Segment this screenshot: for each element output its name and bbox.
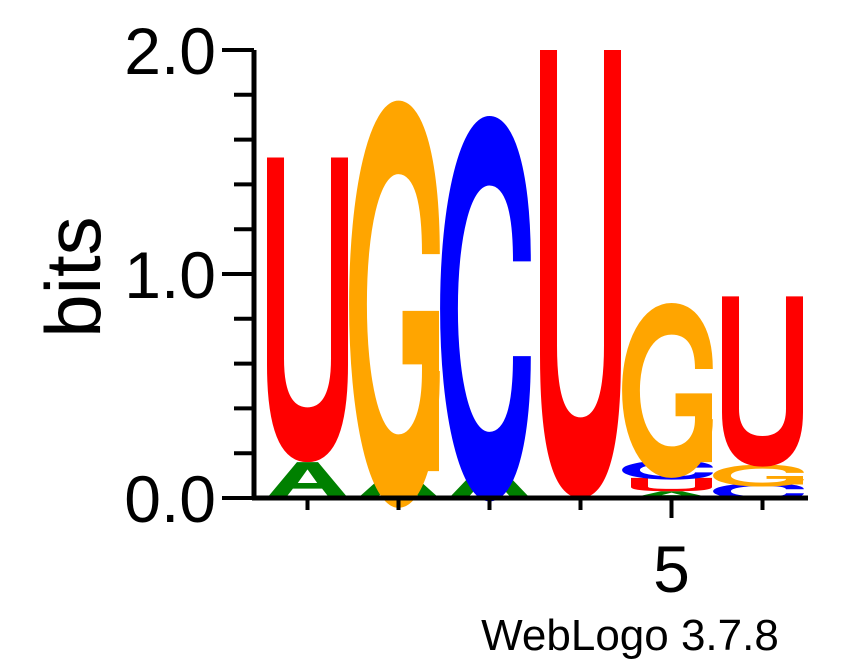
y-tick-label: 2.0 — [124, 14, 216, 88]
y-tick-label: 1.0 — [124, 238, 216, 312]
letter-G-pos-5 — [622, 303, 713, 478]
weblogo-credit: WebLogo 3.7.8 — [481, 611, 779, 660]
letter-G-pos-6 — [713, 464, 804, 487]
letter-U-pos-1 — [267, 157, 348, 463]
letter-A-pos-3 — [449, 466, 530, 498]
letter-C-pos-3 — [440, 116, 531, 502]
letter-stacks — [267, 50, 804, 508]
y-axis-label: bits — [29, 216, 117, 337]
letter-A-pos-1 — [267, 462, 348, 498]
y-tick-label: 0.0 — [124, 462, 216, 536]
letter-G-pos-2 — [349, 100, 440, 508]
letter-U-pos-4 — [540, 50, 621, 498]
x-tick-label: 5 — [653, 532, 690, 606]
letter-U-pos-6 — [722, 296, 803, 467]
letter-U-pos-5 — [631, 477, 712, 492]
axes: 0.0 1.0 2.0 5 — [124, 14, 808, 606]
